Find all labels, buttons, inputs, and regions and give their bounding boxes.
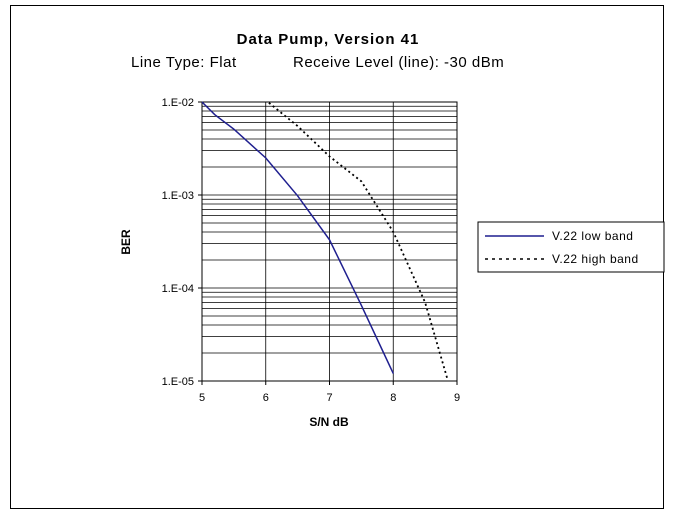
legend-box xyxy=(477,221,665,273)
legend-label-high-band: V.22 high band xyxy=(552,252,639,266)
legend-label-low-band: V.22 low band xyxy=(552,229,633,243)
x-tick-label: 6 xyxy=(263,392,269,404)
y-tick-label: 1.E-03 xyxy=(162,190,194,202)
x-axis-title: S/N dB xyxy=(309,415,349,429)
y-axis-title: BER xyxy=(119,229,133,255)
series-line-low-band xyxy=(201,101,394,374)
chart-subtitle-line-type: Line Type: Flat xyxy=(131,54,237,71)
chart-title: Data Pump, Version 41 xyxy=(237,31,420,48)
x-tick-label: 8 xyxy=(390,392,396,404)
series-line-high-band xyxy=(268,102,449,380)
y-tick-label: 1.E-05 xyxy=(162,376,194,388)
y-tick-label: 1.E-02 xyxy=(162,97,194,109)
series-layer xyxy=(201,101,449,380)
x-tick-label: 5 xyxy=(199,392,205,404)
chart-subtitle-receive-level: Receive Level (line): -30 dBm xyxy=(293,54,504,71)
legend: V.22 low band V.22 high band xyxy=(477,221,665,273)
y-tick-label: 1.E-04 xyxy=(162,283,194,295)
x-tick-label: 7 xyxy=(326,392,332,404)
tick-labels: 5 6 7 8 9 1.E-02 1.E-03 1.E-04 1.E-05 xyxy=(162,97,460,404)
x-tick-label: 9 xyxy=(454,392,460,404)
